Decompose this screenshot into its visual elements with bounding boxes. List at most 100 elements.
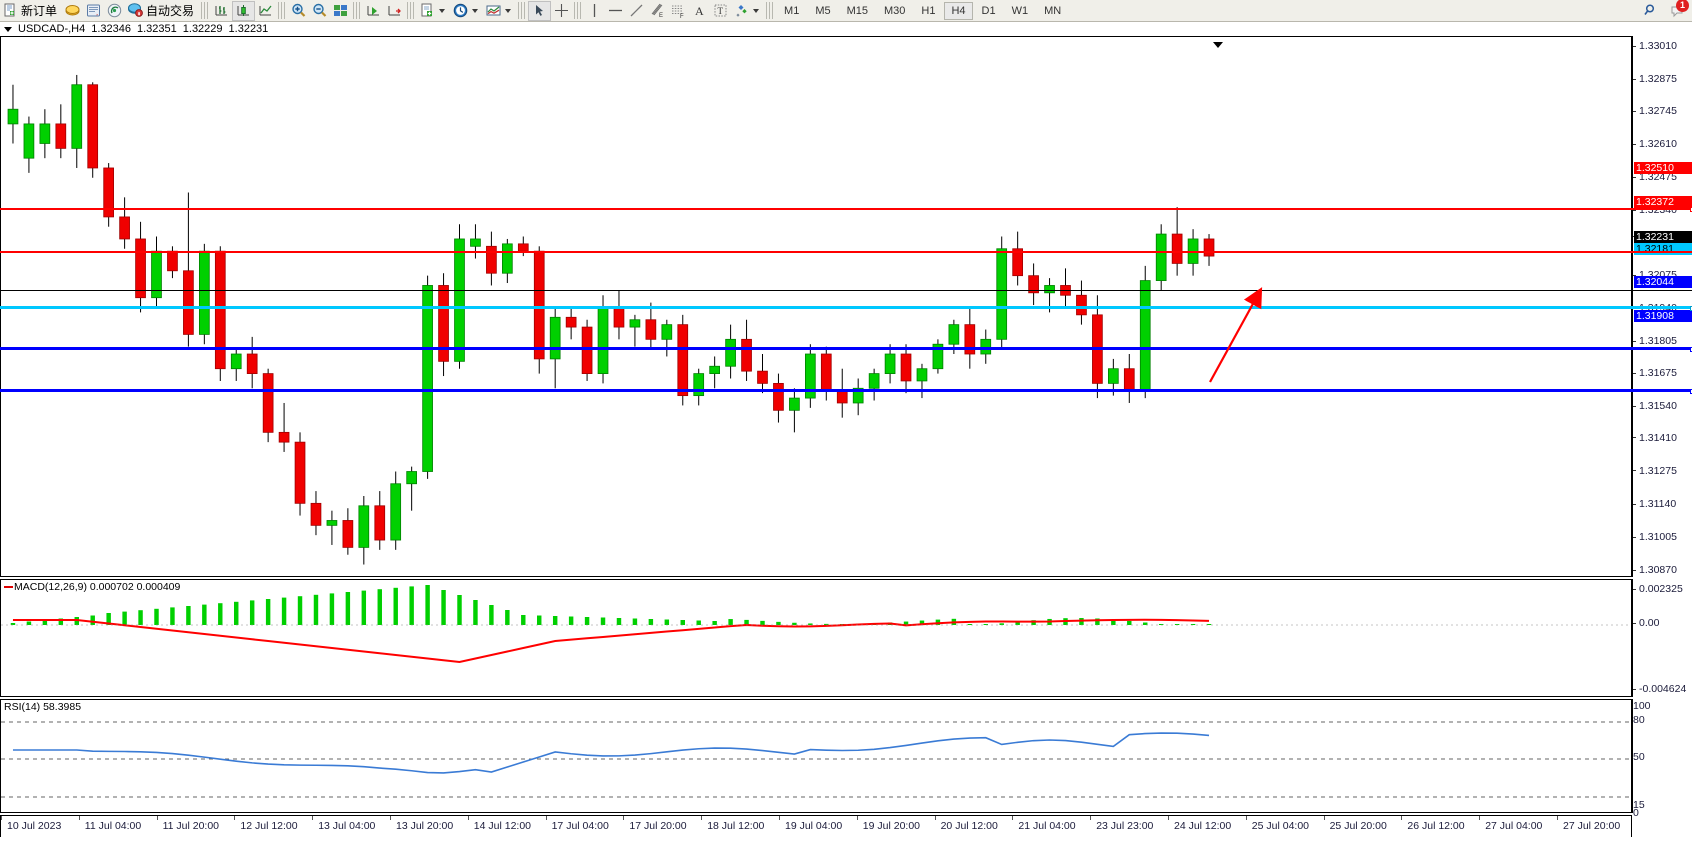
price-tick: 1.30870: [1633, 564, 1677, 576]
vertical-line-button[interactable]: [584, 1, 605, 21]
new-order-label: 新订单: [21, 4, 58, 18]
hline-132372[interactable]: [0, 251, 1692, 253]
chart-area[interactable]: USDCAD-,H4 1.32346 1.32351 1.32229 1.322…: [0, 22, 1692, 852]
price-tag-132181[interactable]: 1.32181: [1634, 242, 1692, 255]
auto-scroll-button[interactable]: [363, 1, 384, 21]
add-indicator-button[interactable]: [417, 1, 450, 21]
notification-badge: 1: [1676, 0, 1689, 12]
rsi-tick: 100: [1633, 700, 1651, 712]
terminal-button[interactable]: [83, 1, 104, 21]
timeframe-d1[interactable]: D1: [981, 4, 996, 17]
tile-windows-button[interactable]: [330, 1, 351, 21]
timeframe-m5[interactable]: M5: [815, 4, 831, 17]
chevron-down-icon[interactable]: [505, 8, 512, 13]
equidistant-channel-button[interactable]: E: [647, 1, 668, 21]
chevron-down-icon[interactable]: [753, 8, 760, 13]
text-icon: A: [691, 2, 708, 19]
chart-shift-button[interactable]: [384, 1, 405, 21]
svg-text:T: T: [718, 6, 724, 16]
gold-button[interactable]: [62, 1, 83, 21]
templates-icon: [485, 2, 502, 19]
templates-button[interactable]: [483, 1, 516, 21]
toolbar-separator: [574, 2, 583, 19]
text-button[interactable]: A: [689, 1, 710, 21]
crosshair-button[interactable]: [551, 1, 572, 21]
quote-open: 1.32346: [91, 23, 131, 35]
horizontal-line-button[interactable]: [605, 1, 626, 21]
zoom-in-icon: [290, 2, 307, 19]
price-tag-132044[interactable]: 1.32044: [1634, 276, 1692, 289]
trendline-button[interactable]: [626, 1, 647, 21]
line-chart-button[interactable]: [255, 1, 276, 21]
timeframe-mn[interactable]: MN: [1044, 4, 1062, 17]
time-tick: 23 Jul 23:00: [1090, 816, 1153, 832]
price-tag-132231[interactable]: 1.32231: [1634, 230, 1692, 243]
bar-chart-button[interactable]: [211, 1, 232, 21]
timeframe-h1[interactable]: H1: [921, 4, 936, 17]
line-chart-icon: [257, 2, 274, 19]
signals-button[interactable]: [104, 1, 125, 21]
toolbar-separator: [407, 2, 416, 19]
timeframe-w1[interactable]: W1: [1011, 4, 1029, 17]
candlestick-chart-button[interactable]: [232, 0, 256, 21]
price-tick: 1.33010: [1633, 40, 1677, 52]
chart-menu-icon[interactable]: [4, 26, 12, 32]
notifications-icon[interactable]: 1: [1669, 0, 1689, 19]
hline-132181[interactable]: [0, 306, 1692, 311]
new-order-button[interactable]: 新订单: [0, 1, 62, 21]
trendline-icon: [628, 2, 645, 19]
rsi-scale: 100 80 50 15 0: [1632, 699, 1692, 819]
fibonacci-button[interactable]: F: [668, 1, 689, 21]
price-tag-132372[interactable]: 1.32372: [1634, 196, 1692, 209]
timeframe-m15[interactable]: M15: [846, 4, 868, 17]
price-candles: [7, 74, 1215, 565]
macd-tick: -0.004624: [1633, 683, 1686, 695]
macd-plot: [1, 585, 1631, 664]
price-tick: 1.32745: [1633, 105, 1677, 117]
cursor-button[interactable]: [528, 0, 552, 21]
equidistant-channel-icon: E: [649, 2, 666, 19]
svg-text:A: A: [695, 4, 704, 18]
timeframe-m30[interactable]: M30: [884, 4, 906, 17]
time-tick: 25 Jul 04:00: [1245, 816, 1309, 832]
text-label-button[interactable]: T: [710, 1, 731, 21]
zoom-in-button[interactable]: [288, 1, 309, 21]
time-tick: 26 Jul 12:00: [1401, 816, 1465, 832]
hline-132044[interactable]: [0, 347, 1692, 352]
rsi-pane[interactable]: RSI(14) 58.3985: [0, 699, 1632, 813]
toolbar-separator: [278, 2, 287, 19]
chevron-down-icon[interactable]: [439, 8, 446, 13]
time-tick: 19 Jul 04:00: [779, 816, 842, 832]
period-button[interactable]: [450, 1, 483, 21]
objects-button[interactable]: [731, 1, 764, 21]
rsi-plot: [1, 721, 1631, 798]
toolbar-separator: [353, 2, 362, 19]
auto-trading-button[interactable]: 自动交易: [125, 1, 199, 21]
symbol-label: USDCAD-,H4: [18, 23, 86, 35]
timeframe-m1[interactable]: M1: [784, 4, 800, 17]
time-tick: 25 Jul 20:00: [1323, 816, 1387, 832]
toolbar-separator: [766, 2, 775, 19]
price-tick: 1.31275: [1633, 465, 1677, 477]
arrow-annotation: [1209, 287, 1263, 383]
time-tick: 17 Jul 04:00: [545, 816, 609, 832]
timeframe-h4[interactable]: H4: [944, 1, 973, 20]
auto-trading-icon: [127, 2, 144, 19]
time-tick: 11 Jul 20:00: [156, 816, 219, 832]
add-indicator-icon: [419, 2, 436, 19]
price-tick: 1.31140: [1633, 498, 1676, 510]
macd-scale: 0.002325 0.00 -0.004624: [1632, 579, 1692, 697]
time-tick: 27 Jul 20:00: [1557, 816, 1620, 832]
price-tag-131908[interactable]: 1.31908: [1634, 309, 1692, 322]
auto-trading-label: 自动交易: [146, 4, 195, 18]
fibonacci-icon: F: [670, 2, 687, 19]
hline-132510[interactable]: [0, 207, 1692, 212]
macd-pane[interactable]: MACD(12,26,9) 0.000702 0.000409: [0, 579, 1632, 697]
zoom-out-button[interactable]: [309, 1, 330, 21]
hline-131908[interactable]: [0, 389, 1692, 394]
time-axis[interactable]: 10 Jul 2023 11 Jul 04:00 11 Jul 20:00 12 Ju…: [0, 815, 1632, 837]
price-tag-132510[interactable]: 1.32510: [1634, 162, 1692, 175]
time-tick: 27 Jul 04:00: [1479, 816, 1542, 832]
chevron-down-icon[interactable]: [472, 8, 479, 13]
search-icon[interactable]: [1642, 2, 1659, 19]
